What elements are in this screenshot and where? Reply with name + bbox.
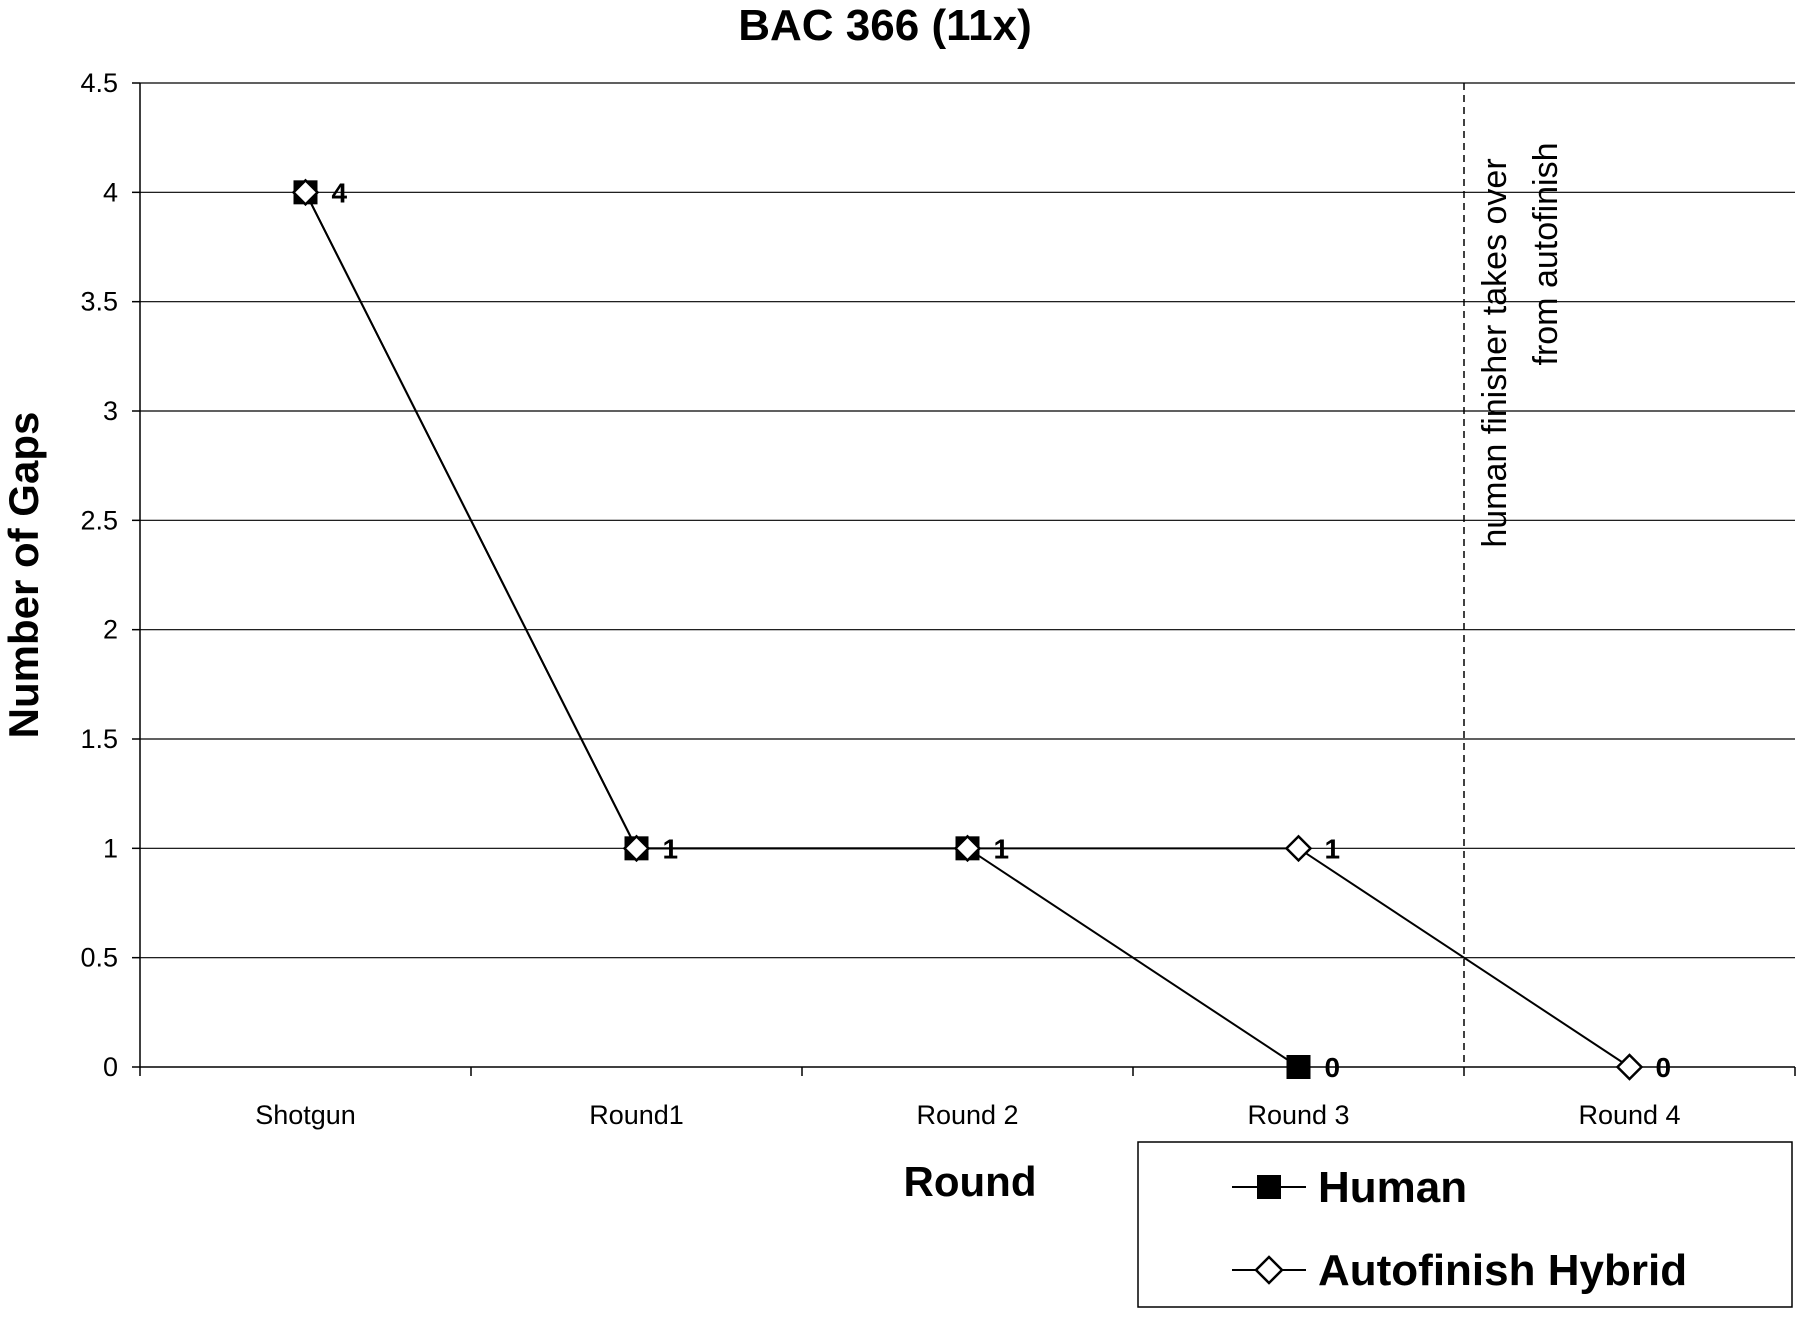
data-label: 1 — [994, 833, 1010, 864]
legend-marker-open-diamond — [1254, 1255, 1284, 1285]
axes: 0 0.5 1 1.5 2 2.5 3 3.5 4 4.5 Shotgun Round1 Round 2… — [80, 68, 1796, 1130]
data-label: 1 — [1325, 833, 1341, 864]
y-axis-title: Number of Gaps — [0, 412, 47, 739]
legend-box — [1137, 1141, 1793, 1308]
x-tick-label: Round 2 — [916, 1100, 1018, 1130]
marker-autofinish-hybrid — [622, 834, 651, 863]
chart-title: BAC 366 (11x) — [738, 1, 1031, 50]
data-label: 0 — [1325, 1052, 1341, 1083]
data-label: 1 — [663, 833, 679, 864]
y-tick-label: 2.5 — [80, 505, 118, 535]
annotation: human finisher takes over from autofinish — [1463, 83, 1565, 1067]
data-label: 0 — [1656, 1052, 1672, 1083]
annotation-line-1: human finisher takes over — [1476, 158, 1514, 547]
y-tick-label: 3 — [103, 396, 118, 426]
legend-label: Human — [1318, 1163, 1467, 1212]
y-tick-label: 0.5 — [80, 943, 118, 973]
marker-autofinish-hybrid — [1615, 1053, 1644, 1081]
y-tick-label: 2 — [103, 615, 118, 645]
data-label: 4 — [332, 177, 348, 208]
legend-marker-filled-square — [1257, 1175, 1281, 1199]
legend-label: Autofinish Hybrid — [1318, 1246, 1687, 1295]
y-tick-label: 3.5 — [80, 287, 118, 317]
marker-autofinish-hybrid — [291, 178, 320, 207]
x-tick-label: Round1 — [589, 1100, 684, 1130]
y-tick-label: 1 — [103, 833, 118, 863]
x-tick-label: Shotgun — [255, 1100, 356, 1130]
annotation-line-2: from autofinish — [1527, 143, 1565, 366]
legend-item-human: Human — [1232, 1163, 1467, 1212]
x-tick-label: Round 4 — [1578, 1100, 1680, 1130]
marker-human — [1286, 1055, 1311, 1079]
legend-item-autofinish-hybrid: Autofinish Hybrid — [1232, 1246, 1687, 1295]
y-tick-label: 4.5 — [80, 68, 118, 98]
marker-autofinish-hybrid — [1284, 834, 1313, 863]
y-tick-label: 0 — [103, 1052, 118, 1082]
y-tick-label: 4 — [103, 177, 118, 207]
y-tick-label: 1.5 — [80, 724, 118, 754]
marker-autofinish-hybrid — [953, 834, 982, 863]
x-axis-title: Round — [904, 1158, 1037, 1205]
x-tick-label: Round 3 — [1247, 1100, 1349, 1130]
series-layer: 4 1 1 1 0 0 — [291, 177, 1672, 1083]
legend: Human Autofinish Hybrid — [1137, 1141, 1793, 1308]
